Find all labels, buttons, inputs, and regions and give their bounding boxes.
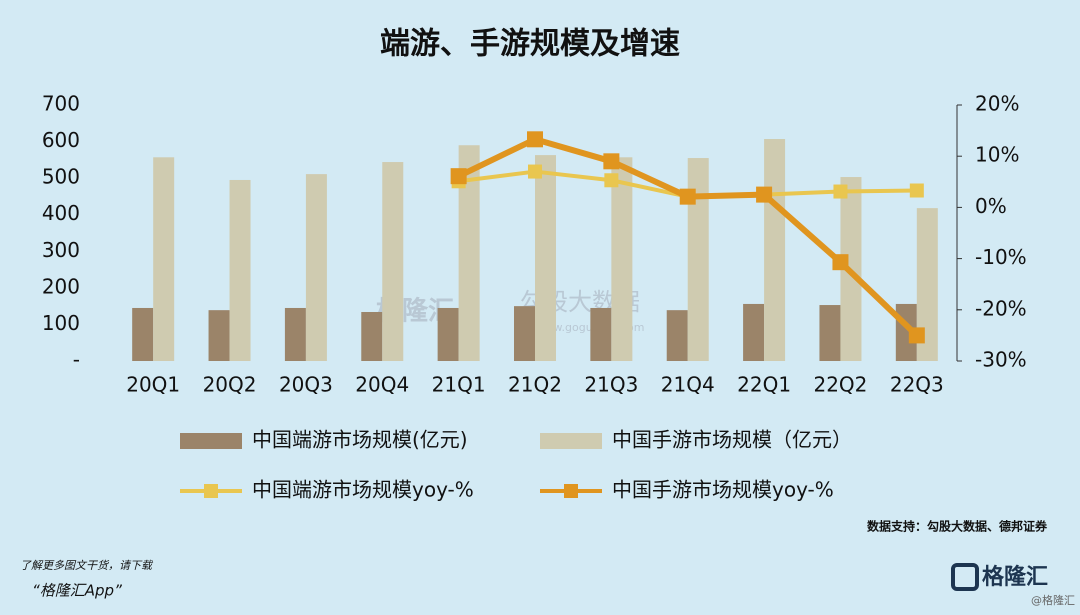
line-marker bbox=[604, 173, 619, 188]
bar bbox=[916, 208, 938, 361]
source: 数据支持：勾股大数据、德邦证券 bbox=[867, 519, 1048, 534]
x-tick-label: 22Q2 bbox=[813, 373, 867, 397]
y-tick-label: 500 bbox=[42, 165, 80, 189]
y-tick-label: 300 bbox=[42, 238, 80, 262]
bar bbox=[819, 305, 841, 361]
bar bbox=[382, 162, 404, 361]
y2-tick-label: -10% bbox=[975, 245, 1027, 269]
bar bbox=[208, 310, 230, 361]
logo-text: 格隆汇 bbox=[982, 564, 1048, 590]
handle: @格隆汇 bbox=[1031, 593, 1075, 607]
x-tick-label: 20Q1 bbox=[126, 373, 180, 397]
legend-marker bbox=[204, 484, 218, 498]
y-tick-label: 600 bbox=[42, 128, 80, 152]
y2-tick-label: -20% bbox=[975, 296, 1027, 320]
x-tick-label: 20Q4 bbox=[355, 373, 409, 397]
bar bbox=[437, 307, 459, 361]
x-tick-label: 21Q1 bbox=[432, 373, 486, 397]
bar bbox=[687, 158, 709, 361]
y2-tick-label: 10% bbox=[975, 143, 1019, 167]
legend-swatch bbox=[180, 433, 242, 449]
y-tick-label: - bbox=[73, 348, 80, 372]
bar bbox=[284, 307, 306, 361]
line-marker bbox=[527, 131, 543, 148]
y-tick-label: 400 bbox=[42, 201, 80, 225]
x-tick-label: 20Q3 bbox=[279, 373, 333, 397]
legend-label: 中国手游市场规模yoy-% bbox=[612, 478, 834, 502]
chart-title: 端游、手游规模及增速 bbox=[380, 27, 680, 62]
legend-marker bbox=[564, 484, 578, 498]
line-marker bbox=[832, 254, 849, 271]
line-marker bbox=[603, 153, 620, 170]
bar bbox=[514, 306, 535, 361]
y-tick-label: 100 bbox=[42, 311, 80, 335]
line-marker bbox=[450, 168, 467, 185]
line-marker bbox=[528, 164, 542, 179]
bar bbox=[361, 311, 383, 361]
legend-label: 中国端游市场规模(亿元) bbox=[252, 428, 468, 452]
bar bbox=[611, 157, 633, 361]
x-tick-label: 21Q4 bbox=[661, 373, 715, 397]
bar bbox=[764, 139, 786, 361]
x-tick-label: 22Q1 bbox=[737, 373, 791, 397]
footer-app: “格隆汇App” bbox=[32, 582, 122, 600]
line-marker bbox=[908, 327, 925, 344]
line-marker bbox=[756, 186, 773, 203]
x-tick-label: 21Q3 bbox=[584, 373, 638, 397]
legend-label: 中国手游市场规模（亿元） bbox=[612, 428, 852, 452]
x-tick-label: 22Q3 bbox=[890, 373, 944, 397]
line-marker bbox=[833, 184, 848, 199]
footer-line: 了解更多图文干货，请下载 bbox=[20, 559, 154, 572]
y-tick-label: 700 bbox=[42, 92, 80, 116]
x-tick-label: 21Q2 bbox=[508, 373, 562, 397]
y2-tick-label: 0% bbox=[975, 194, 1007, 218]
bar bbox=[153, 157, 175, 361]
legend-swatch bbox=[540, 433, 602, 449]
bar bbox=[535, 155, 556, 361]
y2-tick-label: -30% bbox=[975, 348, 1027, 372]
y2-tick-label: 20% bbox=[975, 92, 1019, 116]
bar bbox=[743, 303, 765, 361]
bar bbox=[305, 174, 327, 361]
bar bbox=[132, 307, 154, 361]
line-marker bbox=[909, 183, 924, 198]
bar bbox=[458, 145, 480, 361]
line-marker bbox=[679, 188, 696, 205]
bar bbox=[590, 307, 612, 361]
x-tick-label: 20Q2 bbox=[203, 373, 257, 397]
legend-label: 中国端游市场规模yoy-% bbox=[252, 478, 474, 502]
bar bbox=[229, 179, 251, 361]
bar bbox=[666, 310, 688, 361]
y-tick-label: 200 bbox=[42, 274, 80, 298]
logo-icon bbox=[951, 563, 979, 591]
